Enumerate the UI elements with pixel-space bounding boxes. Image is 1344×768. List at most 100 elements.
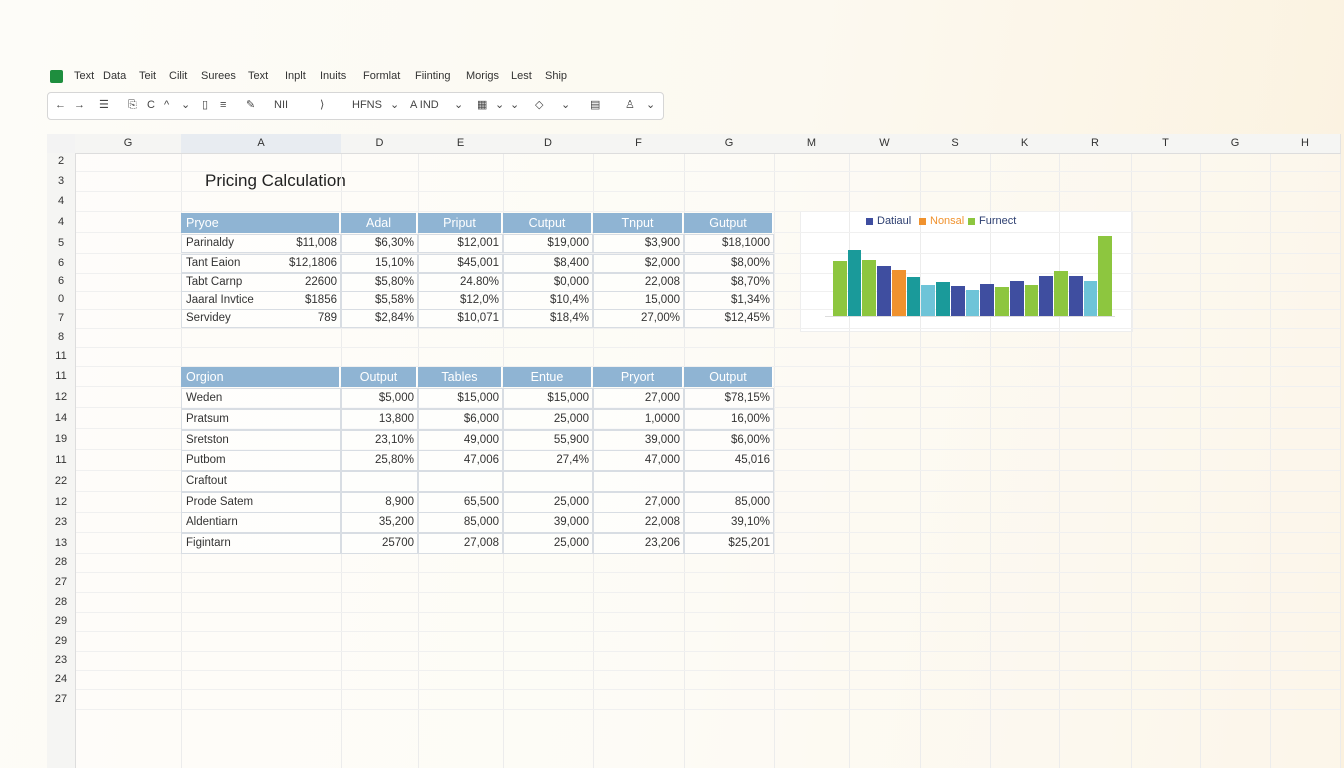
toolbar-button[interactable]: ⎘ bbox=[128, 99, 137, 111]
menu-item[interactable]: Formlat bbox=[363, 70, 401, 82]
table-cell bbox=[503, 533, 593, 554]
column-header[interactable]: G bbox=[1200, 134, 1271, 154]
bar bbox=[1054, 271, 1068, 316]
row-header[interactable]: 23 bbox=[54, 654, 68, 666]
toolbar-button[interactable]: ⌄ bbox=[510, 99, 520, 111]
toolbar-button[interactable]: ⌄ bbox=[495, 99, 505, 111]
column-header[interactable]: H bbox=[1270, 134, 1341, 154]
grid-row-line bbox=[47, 328, 1340, 329]
toolbar-button[interactable]: ⌄ bbox=[181, 99, 191, 111]
column-header[interactable]: G bbox=[684, 134, 775, 154]
table-cell bbox=[503, 309, 593, 328]
table-cell bbox=[341, 254, 418, 273]
menu-item[interactable]: Fiinting bbox=[415, 70, 451, 82]
column-header[interactable]: D bbox=[503, 134, 594, 154]
row-header[interactable]: 12 bbox=[54, 496, 68, 508]
row-header[interactable]: 23 bbox=[54, 516, 68, 528]
toolbar-button[interactable]: ⌄ bbox=[561, 99, 571, 111]
menu-item[interactable]: Teit bbox=[139, 70, 157, 82]
row-header[interactable]: 27 bbox=[54, 693, 68, 705]
column-header[interactable]: A bbox=[181, 134, 342, 154]
toolbar-button[interactable]: ⌄ bbox=[646, 99, 656, 111]
menu-item[interactable]: Data bbox=[103, 70, 127, 82]
column-header[interactable]: T bbox=[1131, 134, 1201, 154]
menu-item[interactable]: Lest bbox=[511, 70, 532, 82]
row-header[interactable]: 0 bbox=[57, 293, 65, 305]
row-header[interactable]: 24 bbox=[54, 673, 68, 685]
row-header[interactable]: 11 bbox=[55, 350, 67, 362]
app-icon[interactable] bbox=[50, 70, 63, 83]
toolbar-button[interactable]: ☰ bbox=[99, 99, 109, 111]
column-header[interactable]: W bbox=[849, 134, 921, 154]
row-header[interactable]: 13 bbox=[54, 537, 68, 549]
row-header[interactable]: 11 bbox=[55, 370, 67, 382]
row-header[interactable]: 19 bbox=[54, 433, 68, 445]
row-header[interactable]: 11 bbox=[55, 454, 67, 466]
cell-value: $6,00% bbox=[730, 434, 770, 446]
column-header[interactable]: F bbox=[593, 134, 685, 154]
row-header[interactable]: 14 bbox=[54, 412, 68, 424]
table-cell bbox=[181, 234, 341, 253]
row-label: Figintarn bbox=[186, 537, 231, 549]
column-header[interactable]: M bbox=[774, 134, 850, 154]
bar bbox=[965, 289, 980, 316]
toolbar-button[interactable]: ✎ bbox=[246, 99, 256, 111]
toolbar-button[interactable]: ← bbox=[55, 99, 66, 111]
row-header[interactable]: 29 bbox=[54, 615, 68, 627]
grid-column-line bbox=[920, 134, 921, 768]
cell-value: 85,000 bbox=[463, 516, 499, 528]
toolbar-button[interactable]: ⟩ bbox=[320, 99, 325, 111]
menu-item[interactable]: Inplt bbox=[285, 70, 306, 82]
table-cell bbox=[418, 512, 503, 533]
row-header[interactable]: 5 bbox=[57, 237, 65, 249]
column-header[interactable]: R bbox=[1059, 134, 1132, 154]
toolbar-button[interactable]: ⌄ bbox=[390, 99, 400, 111]
row-header[interactable]: 2 bbox=[57, 155, 65, 167]
toolbar-button[interactable]: HFNS bbox=[352, 99, 382, 111]
bar bbox=[921, 284, 936, 316]
row-header[interactable]: 7 bbox=[57, 312, 65, 324]
toolbar-button[interactable]: ▯ bbox=[202, 99, 209, 111]
table-cell bbox=[181, 471, 341, 492]
column-header[interactable]: S bbox=[920, 134, 991, 154]
toolbar-button[interactable]: → bbox=[74, 99, 85, 111]
menu-item[interactable]: Cilit bbox=[169, 70, 188, 82]
toolbar-button[interactable]: NII bbox=[274, 99, 289, 111]
row-header[interactable]: 8 bbox=[57, 331, 65, 343]
cell-value: $6,000 bbox=[463, 413, 499, 425]
row-header[interactable]: 28 bbox=[54, 556, 68, 568]
row-header[interactable]: 4 bbox=[57, 216, 65, 228]
toolbar-button[interactable]: C bbox=[147, 99, 155, 111]
menu-item[interactable]: Surees bbox=[201, 70, 236, 82]
menu-item[interactable]: Text bbox=[74, 70, 95, 82]
row-header[interactable]: 6 bbox=[57, 257, 65, 269]
table-cell bbox=[684, 512, 774, 533]
toolbar-button[interactable]: ^ bbox=[164, 99, 170, 111]
toolbar-button[interactable]: ⌄ bbox=[454, 99, 464, 111]
toolbar-button[interactable]: A IND bbox=[410, 99, 439, 111]
column-header[interactable]: E bbox=[418, 134, 504, 154]
menu-item[interactable]: Morigs bbox=[466, 70, 500, 82]
toolbar-button[interactable]: ▦ bbox=[477, 99, 488, 111]
row-header[interactable]: 28 bbox=[54, 596, 68, 608]
toolbar-button[interactable]: ♙ bbox=[625, 99, 635, 111]
row-header[interactable]: 27 bbox=[54, 576, 68, 588]
toolbar-button[interactable]: ▤ bbox=[590, 99, 601, 111]
row-header[interactable]: 12 bbox=[54, 391, 68, 403]
toolbar-button[interactable]: ◇ bbox=[535, 99, 544, 111]
column-header[interactable]: K bbox=[990, 134, 1060, 154]
toolbar-button[interactable]: ≡ bbox=[220, 99, 227, 111]
menu-item[interactable]: Inuits bbox=[320, 70, 347, 82]
menu-item[interactable]: Text bbox=[248, 70, 269, 82]
row-header[interactable]: 4 bbox=[57, 195, 65, 207]
grid-row-line bbox=[47, 211, 1340, 212]
column-header[interactable]: G bbox=[75, 134, 182, 154]
table-cell bbox=[503, 450, 593, 471]
row-header[interactable]: 3 bbox=[57, 175, 65, 187]
row-header[interactable]: 22 bbox=[54, 475, 68, 487]
row-header[interactable]: 6 bbox=[57, 275, 65, 287]
column-header[interactable]: D bbox=[341, 134, 419, 154]
menu-item[interactable]: Ship bbox=[545, 70, 568, 82]
cell-value: 25700 bbox=[382, 537, 414, 549]
row-header[interactable]: 29 bbox=[54, 635, 68, 647]
